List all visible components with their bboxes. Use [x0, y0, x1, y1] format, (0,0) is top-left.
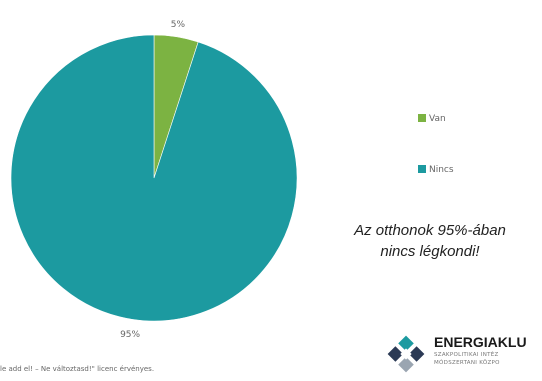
- legend-item-nincs: Nincs: [418, 165, 454, 176]
- brand-logo: ENERGIAKLU SZAKPOLITIKAI INTÉZ MÓDSZERTA…: [384, 334, 542, 374]
- legend-swatch-van: [418, 114, 426, 122]
- slice-label-van: 5%: [171, 20, 186, 30]
- legend-item-van: Van: [418, 114, 446, 125]
- brand-subtitle-2: MÓDSZERTANI KÖZPO: [434, 360, 500, 366]
- pie-slice-nincs: [10, 34, 298, 322]
- callout-line-2: nincs légkondi!: [380, 243, 480, 260]
- legend-label-van: Van: [429, 114, 446, 124]
- legend-label-nincs: Nincs: [429, 165, 454, 175]
- callout-line-1: Az otthonok 95%-ában: [354, 222, 506, 239]
- legend-swatch-nincs: [418, 165, 426, 173]
- callout-text: Az otthonok 95%-ában nincs légkondi!: [318, 220, 542, 262]
- brand-subtitle-1: SZAKPOLITIKAI INTÉZ: [434, 352, 499, 358]
- brand-mark-icon: [387, 335, 425, 373]
- brand-name: ENERGIAKLU: [434, 334, 527, 350]
- license-footer: le add el! – Ne változtasd!" licenc érvé…: [0, 365, 155, 373]
- slice-label-nincs: 95%: [120, 330, 140, 340]
